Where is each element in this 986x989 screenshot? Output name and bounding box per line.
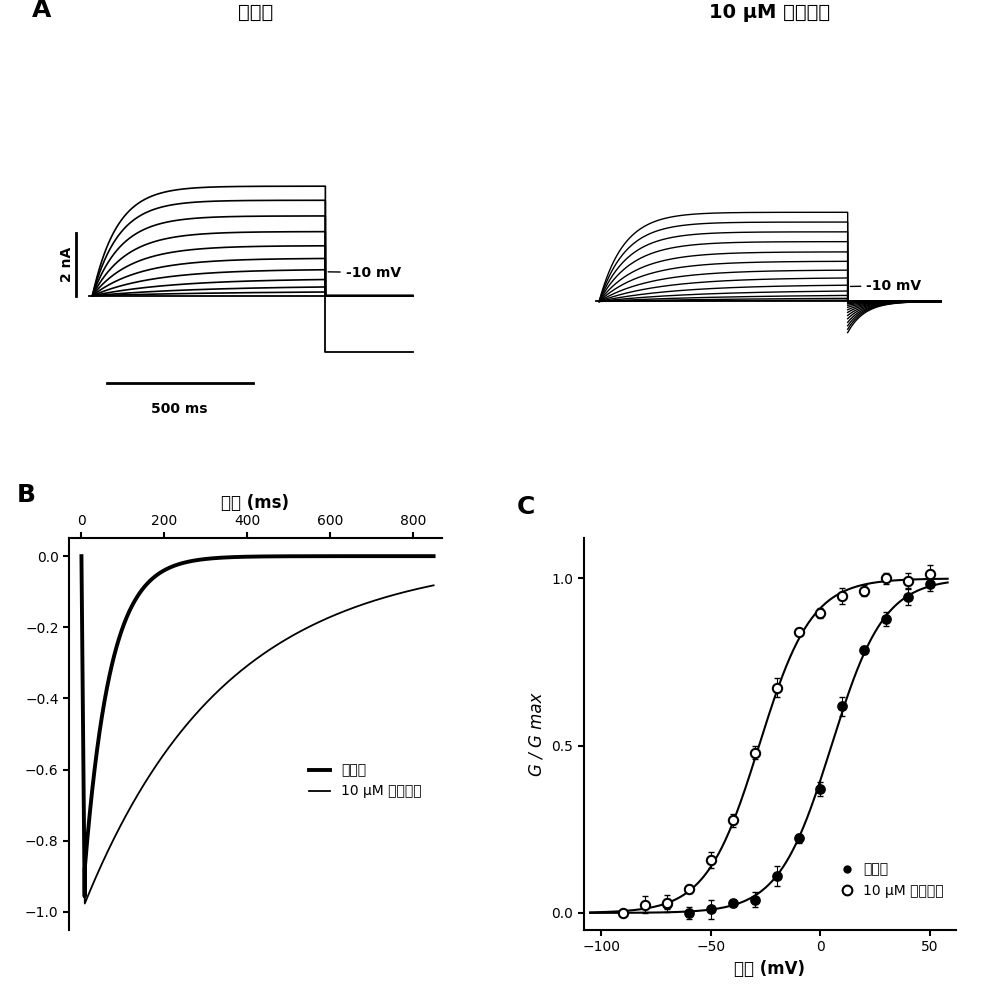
Point [637,897,653,913]
Line: 10 μM 苯溴马隆: 10 μM 苯溴马隆 [82,556,434,904]
Point [746,745,762,761]
Point [725,895,740,911]
Text: -10 mV: -10 mV [851,279,922,293]
Point [791,624,807,640]
X-axis label: 电压 (mV): 电压 (mV) [735,959,806,978]
10 μM 苯溴马隆 [79,898,91,910]
对照组 [353,550,365,562]
Line: 对照组: 对照组 [82,556,434,896]
Legend: 对照组, 10 μM 苯溴马隆: 对照组, 10 μM 苯溴马隆 [304,758,428,804]
Point [746,892,762,908]
10 μM 苯溴马隆 [76,550,88,562]
Point [703,853,719,868]
Point [857,642,873,658]
Text: A: A [32,0,51,22]
Point [812,605,828,621]
10 μM 苯溴马隆 [353,600,365,612]
Text: -10 mV: -10 mV [328,265,401,280]
10 μM 苯溴马隆 [418,582,430,593]
10 μM 苯溴马隆 [417,582,429,593]
Point [922,576,938,591]
Point [857,583,873,598]
Point [659,896,674,912]
Point [900,573,916,588]
Point [834,698,850,714]
10 μM 苯溴马隆 [428,580,440,591]
Point [791,831,807,847]
对照组 [246,551,258,563]
Point [681,905,697,921]
Point [812,781,828,797]
Text: B: B [17,483,35,507]
Text: 500 ms: 500 ms [152,403,208,416]
Text: 10 μM 苯溴马隆: 10 μM 苯溴马隆 [710,3,830,22]
Point [615,905,631,921]
Text: 2 nA: 2 nA [60,247,74,282]
10 μM 苯溴马隆 [238,663,249,674]
对照组 [76,550,88,562]
Point [769,679,785,695]
Point [900,588,916,604]
Point [834,588,850,604]
Point [879,611,894,627]
Text: C: C [517,494,534,519]
10 μM 苯溴马隆 [94,863,106,875]
X-axis label: 时间 (ms): 时间 (ms) [222,494,290,512]
对照组 [417,550,429,562]
对照组 [94,726,106,738]
对照组 [79,890,91,902]
Text: 对照组: 对照组 [238,3,273,22]
10 μM 苯溴马隆 [246,656,258,668]
对照组 [418,550,430,562]
Point [922,567,938,583]
Point [659,895,674,911]
Point [725,812,740,828]
Point [879,571,894,586]
对照组 [238,551,249,563]
对照组 [428,550,440,562]
Point [703,902,719,918]
Legend: 对照组, 10 μM 苯溴马隆: 对照组, 10 μM 苯溴马隆 [835,857,950,903]
Y-axis label: G / G max: G / G max [528,692,545,775]
Point [769,868,785,884]
Point [681,881,697,897]
